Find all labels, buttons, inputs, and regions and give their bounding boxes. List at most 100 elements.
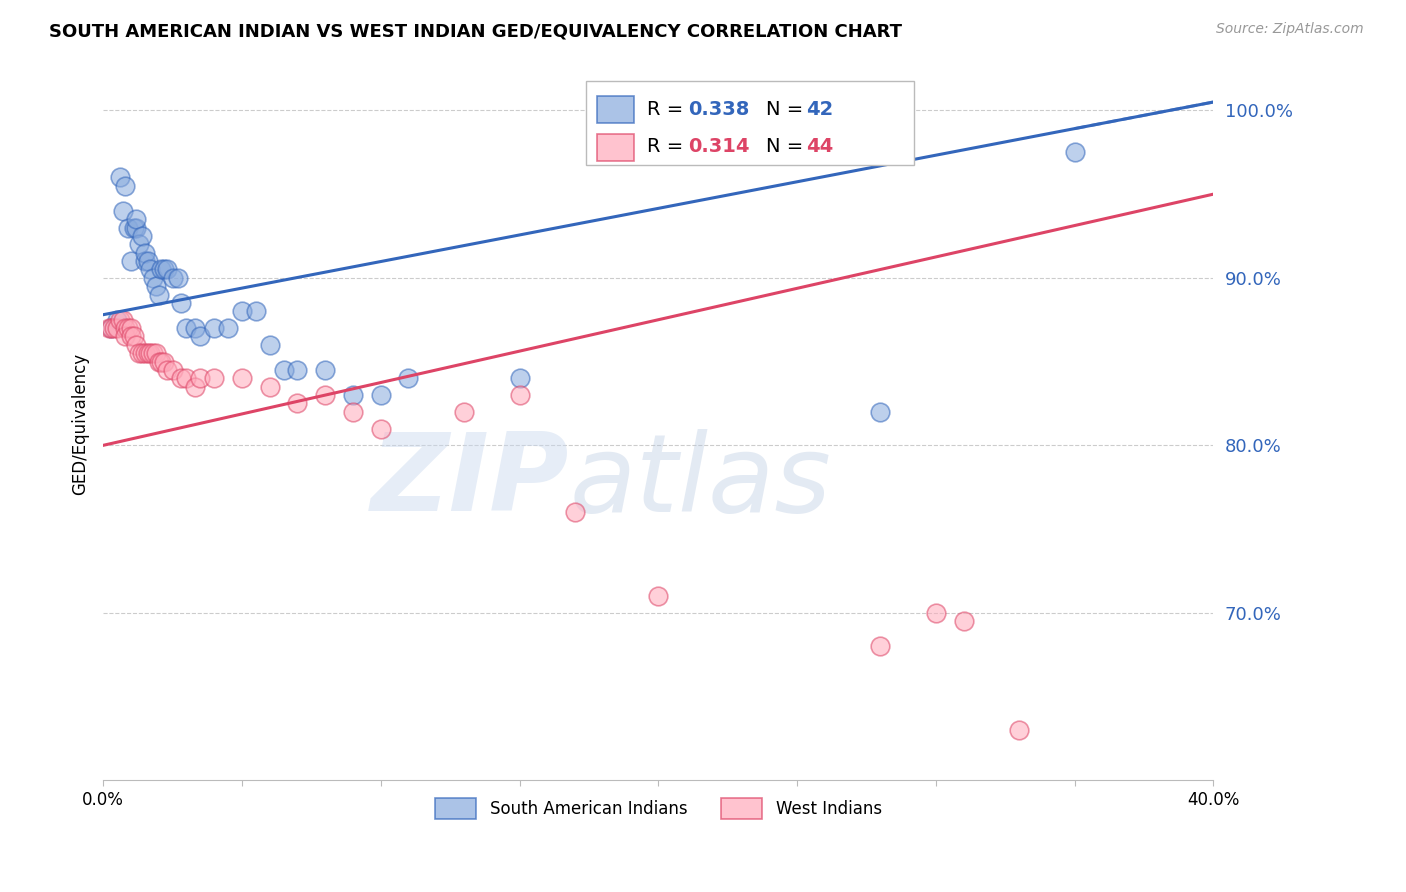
Y-axis label: GED/Equivalency: GED/Equivalency: [72, 353, 89, 495]
Point: [231, 371, 253, 385]
Point: [134, 245, 156, 260]
Point: [508, 388, 530, 402]
Point: [287, 363, 309, 377]
Text: R =: R =: [647, 137, 690, 156]
Point: [117, 220, 139, 235]
FancyBboxPatch shape: [598, 96, 634, 123]
Point: [245, 304, 267, 318]
Point: [153, 262, 176, 277]
Point: [120, 329, 142, 343]
Point: [952, 614, 974, 628]
Point: [125, 220, 148, 235]
Point: [156, 262, 179, 277]
Point: [131, 346, 153, 360]
Point: [170, 296, 193, 310]
Point: [145, 279, 167, 293]
Text: ZIP: ZIP: [371, 428, 569, 534]
Point: [259, 380, 281, 394]
Point: [125, 212, 148, 227]
Point: [100, 321, 122, 335]
Point: [176, 371, 198, 385]
Point: [156, 363, 179, 377]
Point: [342, 405, 364, 419]
Point: [1008, 723, 1031, 737]
Point: [217, 321, 239, 335]
Text: atlas: atlas: [569, 429, 831, 533]
Point: [647, 589, 669, 603]
Point: [231, 304, 253, 318]
Point: [100, 321, 122, 335]
Point: [259, 338, 281, 352]
FancyBboxPatch shape: [586, 80, 914, 165]
Point: [202, 371, 225, 385]
Point: [273, 363, 295, 377]
Point: [142, 271, 165, 285]
Point: [131, 229, 153, 244]
Legend: South American Indians, West Indians: South American Indians, West Indians: [427, 792, 889, 825]
Point: [105, 312, 128, 326]
Point: [150, 262, 173, 277]
Point: [97, 321, 120, 335]
Point: [167, 271, 190, 285]
Point: [508, 371, 530, 385]
Point: [108, 312, 131, 326]
Point: [120, 254, 142, 268]
Point: [122, 220, 145, 235]
Point: [117, 321, 139, 335]
Point: [108, 170, 131, 185]
Point: [148, 287, 170, 301]
Point: [136, 346, 159, 360]
Point: [869, 640, 891, 654]
Point: [105, 321, 128, 335]
Text: R =: R =: [647, 100, 690, 119]
Point: [162, 271, 184, 285]
Point: [139, 346, 162, 360]
Point: [145, 346, 167, 360]
Point: [162, 363, 184, 377]
Point: [128, 346, 150, 360]
Text: N =: N =: [766, 137, 810, 156]
FancyBboxPatch shape: [598, 134, 634, 161]
Point: [370, 388, 392, 402]
Point: [150, 354, 173, 368]
Point: [148, 354, 170, 368]
Point: [120, 321, 142, 335]
Point: [314, 388, 336, 402]
Point: [453, 405, 475, 419]
Point: [153, 354, 176, 368]
Text: 42: 42: [806, 100, 834, 119]
Point: [188, 371, 211, 385]
Point: [925, 606, 948, 620]
Point: [142, 346, 165, 360]
Text: 44: 44: [806, 137, 834, 156]
Point: [188, 329, 211, 343]
Text: 0.338: 0.338: [689, 100, 749, 119]
Point: [184, 321, 207, 335]
Point: [134, 346, 156, 360]
Point: [139, 262, 162, 277]
Point: [564, 505, 586, 519]
Point: [176, 321, 198, 335]
Point: [114, 178, 136, 193]
Point: [184, 380, 207, 394]
Point: [125, 338, 148, 352]
Point: [287, 396, 309, 410]
Point: [103, 321, 125, 335]
Point: [114, 329, 136, 343]
Point: [314, 363, 336, 377]
Point: [370, 421, 392, 435]
Point: [111, 312, 134, 326]
Point: [128, 237, 150, 252]
Text: Source: ZipAtlas.com: Source: ZipAtlas.com: [1216, 22, 1364, 37]
Point: [136, 254, 159, 268]
Text: SOUTH AMERICAN INDIAN VS WEST INDIAN GED/EQUIVALENCY CORRELATION CHART: SOUTH AMERICAN INDIAN VS WEST INDIAN GED…: [49, 22, 903, 40]
Point: [114, 321, 136, 335]
Point: [869, 405, 891, 419]
Point: [170, 371, 193, 385]
Point: [122, 329, 145, 343]
Point: [1063, 145, 1085, 160]
Point: [342, 388, 364, 402]
Text: N =: N =: [766, 100, 810, 119]
Text: 0.314: 0.314: [689, 137, 749, 156]
Point: [398, 371, 420, 385]
